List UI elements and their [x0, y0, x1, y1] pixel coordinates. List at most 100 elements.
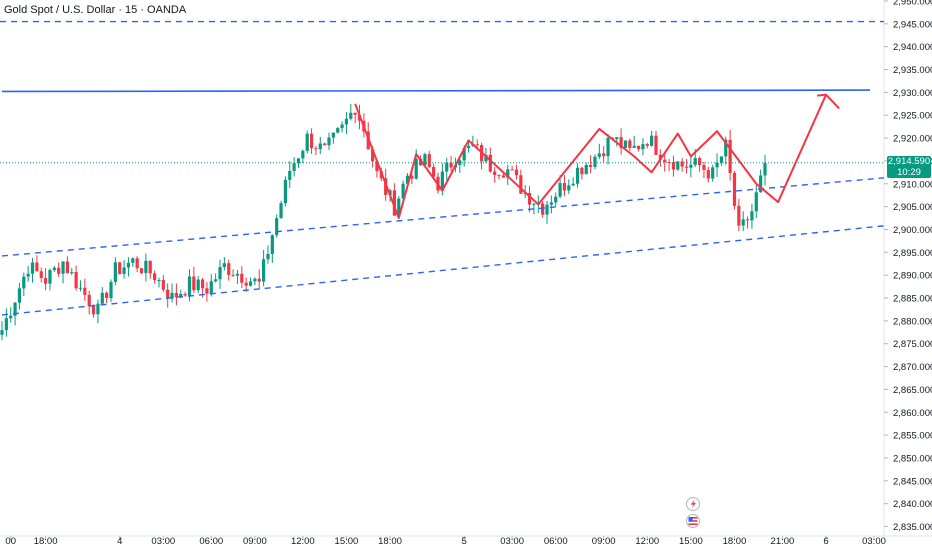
candle-body — [584, 164, 588, 175]
candle-body — [632, 145, 636, 148]
price-tick-label: 2,905.000 — [893, 202, 932, 213]
time-tick-label: 03:00 — [151, 536, 175, 547]
candle-body — [327, 137, 331, 146]
candle-body — [200, 279, 205, 289]
projection-path — [354, 94, 827, 220]
time-tick-label: 09:00 — [243, 536, 267, 547]
candle-body — [684, 166, 689, 168]
price-tick-label: 2,885.000 — [893, 294, 932, 305]
time-tick-label: 06:00 — [544, 536, 568, 547]
candle-body — [650, 135, 654, 146]
candle-body — [353, 112, 357, 115]
candle-body — [715, 162, 719, 168]
candle-body — [418, 158, 423, 166]
candle-body — [139, 268, 144, 273]
price-tick-label: 2,855.000 — [893, 431, 932, 442]
candle-body — [501, 175, 505, 178]
price-tick-label: 2,950.000 — [893, 0, 932, 8]
event-markers[interactable] — [686, 497, 700, 528]
candle-body — [636, 145, 641, 150]
candle-body — [645, 144, 649, 146]
candle-body — [724, 139, 728, 157]
candle-body — [144, 260, 148, 273]
candle-body — [689, 164, 693, 168]
candle-body — [227, 263, 231, 275]
time-tick-label: 03:00 — [500, 536, 524, 547]
time-tick-label: 12:00 — [291, 536, 315, 547]
candle-body — [698, 158, 702, 165]
candle-body — [170, 293, 174, 299]
candle-body — [405, 175, 410, 184]
candle-body — [262, 259, 266, 282]
candle-body — [57, 267, 61, 274]
candle-body — [488, 154, 492, 172]
candle-body — [65, 261, 69, 274]
time-tick-label: 5 — [462, 536, 467, 547]
candle-body — [558, 183, 562, 197]
candle-body — [91, 306, 96, 315]
candle-body — [44, 277, 48, 284]
candle-body — [22, 276, 26, 289]
candle-body — [61, 261, 65, 274]
symbol-title[interactable]: Gold Spot / U.S. Dollar · 15 · OANDA — [4, 4, 187, 16]
price-tick-label: 2,940.000 — [893, 42, 932, 53]
time-tick-label: 03:00 — [862, 536, 886, 547]
candle-body — [100, 292, 104, 304]
candle-body — [196, 279, 200, 291]
candle-body — [240, 273, 244, 283]
price-tick-label: 2,930.000 — [893, 88, 932, 99]
candle-body — [209, 281, 213, 294]
candle-body — [318, 143, 322, 150]
candle-body — [305, 133, 309, 151]
price-tick-label: 2,845.000 — [893, 476, 932, 487]
candle-body — [96, 303, 100, 315]
price-tick-label: 2,935.000 — [893, 65, 932, 76]
time-tick-label: 18:00 — [378, 536, 402, 547]
lightning-event-icon[interactable] — [686, 497, 700, 511]
price-tick-label: 2,835.000 — [893, 522, 932, 533]
candle-body — [392, 190, 396, 216]
last-price-badge: 2,914.590 10:29 — [887, 156, 931, 178]
candle-body — [580, 167, 584, 175]
time-tick-label: 18:00 — [723, 536, 747, 547]
price-axis[interactable]: 2,835.000 2,840.000 2,845.000 2,850.000 2,85… — [884, 0, 932, 533]
candle-body — [641, 144, 645, 150]
candle-body — [497, 175, 501, 177]
candle-body — [427, 154, 431, 167]
candle-body — [296, 158, 301, 164]
candle-body — [9, 315, 13, 319]
candle-body — [231, 274, 235, 276]
time-axis[interactable]: 00 18:00 4 03:00 06:00 09:00 12:00 15:00 18:00 5 0… — [5, 536, 886, 547]
candle-body — [126, 262, 131, 268]
candle-body — [741, 219, 745, 226]
candle-body — [275, 218, 279, 236]
candle-body — [153, 273, 157, 281]
candle-body — [222, 263, 226, 268]
candle-body — [549, 202, 553, 205]
us-flag-event-icon[interactable] — [686, 514, 700, 528]
candle-body — [30, 262, 35, 274]
time-tick-label: 06:00 — [199, 536, 223, 547]
candle-body — [270, 235, 274, 255]
time-tick-label: 15:00 — [679, 536, 703, 547]
candle-body — [309, 133, 314, 149]
price-tick-label: 2,865.000 — [893, 385, 932, 396]
candle-body — [375, 161, 379, 172]
candle-body — [750, 211, 754, 221]
candle-body — [410, 175, 414, 179]
candle-body — [602, 153, 606, 157]
candle-body — [728, 139, 732, 173]
price-tick-label: 2,880.000 — [893, 316, 932, 327]
candle-body — [205, 288, 209, 294]
candle-body — [384, 178, 388, 195]
price-tick-label: 2,920.000 — [893, 134, 932, 145]
candle-body — [597, 153, 601, 157]
candle-body — [113, 262, 117, 282]
candle-body — [462, 148, 466, 161]
candle-body — [52, 267, 56, 271]
time-tick-label: 00 — [5, 536, 16, 547]
drawing-layer[interactable] — [0, 20, 885, 316]
candle-body — [514, 169, 519, 176]
candle-body — [26, 273, 30, 277]
